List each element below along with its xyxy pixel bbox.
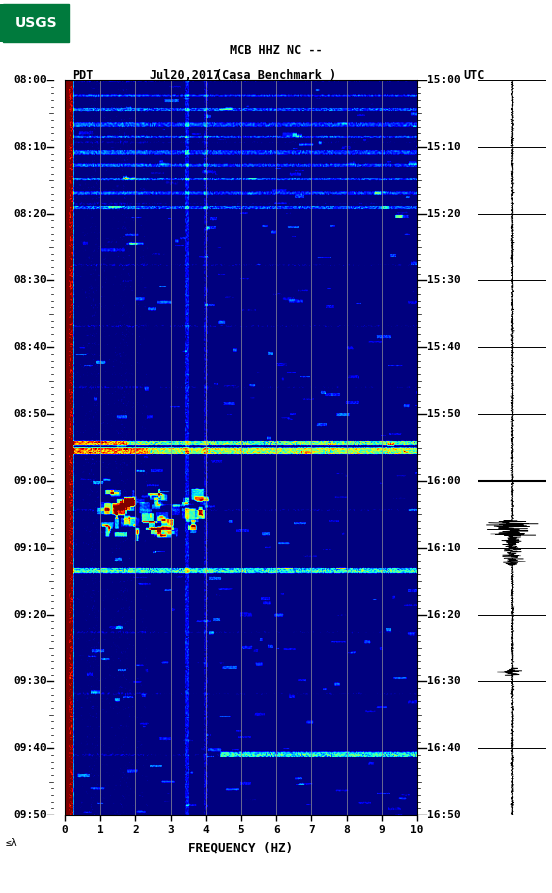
Text: PDT: PDT [72, 70, 93, 82]
Text: Jul20,2017: Jul20,2017 [149, 70, 220, 82]
Text: 08:40: 08:40 [13, 342, 47, 352]
Text: 16:40: 16:40 [427, 743, 461, 753]
Text: 15:00: 15:00 [427, 75, 461, 85]
Text: 15:10: 15:10 [427, 142, 461, 152]
Text: 08:20: 08:20 [13, 209, 47, 219]
Text: 16:30: 16:30 [427, 676, 461, 687]
Text: 16:00: 16:00 [427, 476, 461, 486]
Text: 16:50: 16:50 [427, 810, 461, 820]
Text: (Casa Benchmark ): (Casa Benchmark ) [215, 70, 337, 82]
Text: 15:50: 15:50 [427, 409, 461, 419]
Text: 16:10: 16:10 [427, 543, 461, 553]
Text: 08:50: 08:50 [13, 409, 47, 419]
Text: 15:40: 15:40 [427, 342, 461, 352]
Text: 08:30: 08:30 [13, 275, 47, 286]
Text: 09:10: 09:10 [13, 543, 47, 553]
Text: 09:00: 09:00 [13, 476, 47, 486]
Text: 16:20: 16:20 [427, 610, 461, 620]
Text: 09:50: 09:50 [13, 810, 47, 820]
Text: 09:40: 09:40 [13, 743, 47, 753]
Text: USGS: USGS [14, 16, 57, 30]
X-axis label: FREQUENCY (HZ): FREQUENCY (HZ) [188, 841, 294, 854]
Text: 15:20: 15:20 [427, 209, 461, 219]
Text: 09:20: 09:20 [13, 610, 47, 620]
Text: 08:10: 08:10 [13, 142, 47, 152]
Text: MCB HHZ NC --: MCB HHZ NC -- [230, 44, 322, 57]
Text: 09:30: 09:30 [13, 676, 47, 687]
Text: 15:30: 15:30 [427, 275, 461, 286]
Text: UTC: UTC [464, 70, 485, 82]
Text: ≤λ: ≤λ [6, 839, 17, 848]
Text: 08:00: 08:00 [13, 75, 47, 85]
